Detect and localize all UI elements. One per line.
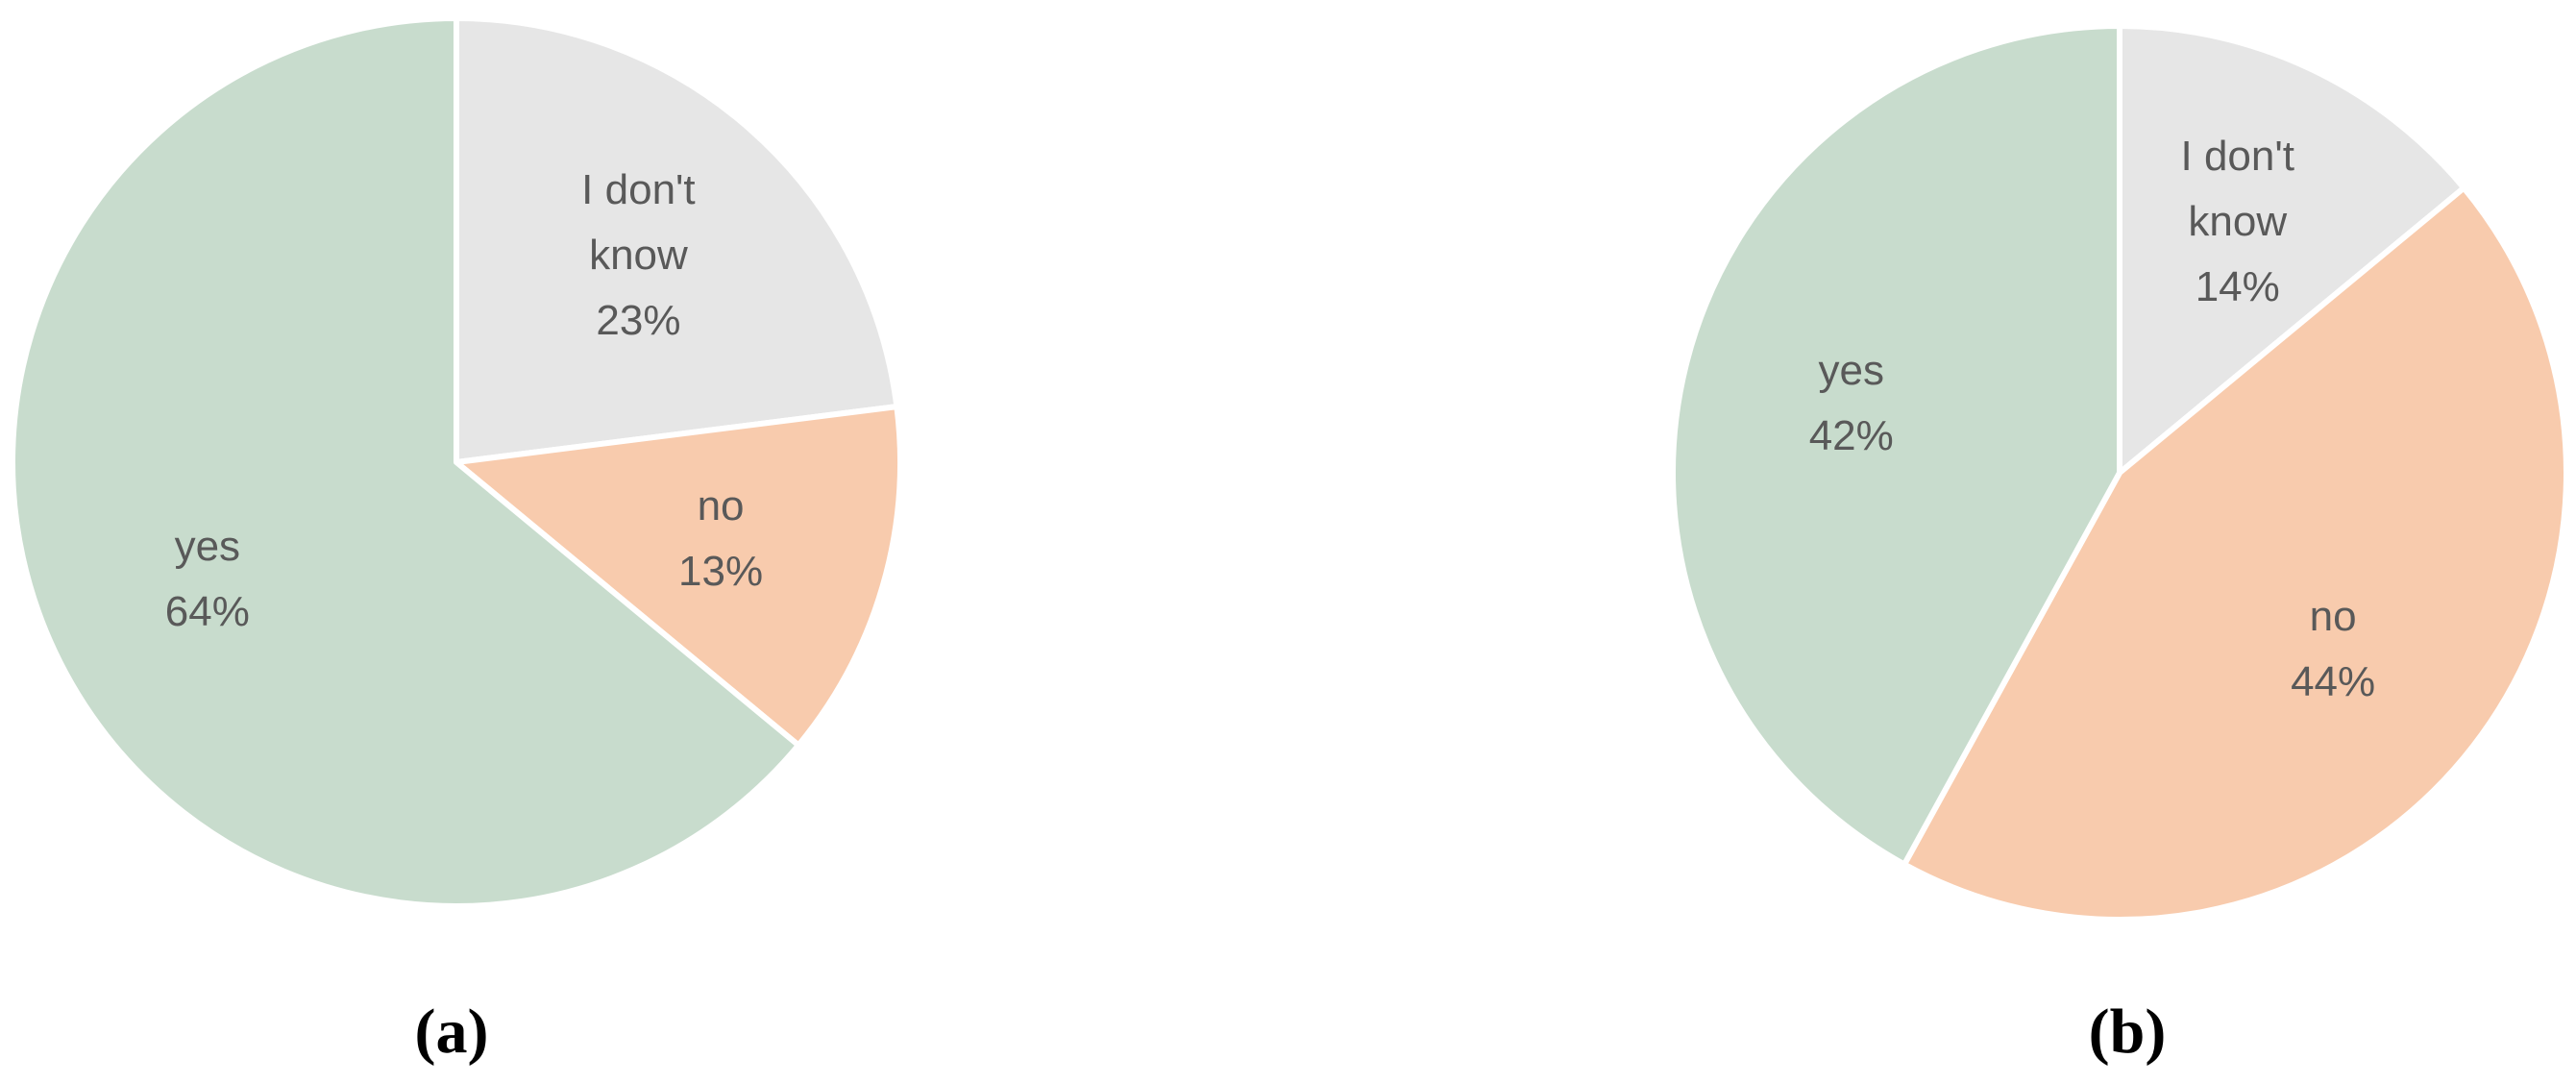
pie-slice [454, 15, 900, 465]
slice-label: no 44% [2237, 584, 2429, 715]
value-label: 23% [596, 297, 681, 345]
value-label: 14% [2195, 263, 2280, 311]
value-label: 44% [2291, 657, 2376, 705]
slice-label: I don't know 23% [542, 158, 734, 354]
category-label: no [2309, 592, 2357, 640]
slice-label: no 13% [625, 474, 817, 604]
slice-label: I don't know 14% [2142, 124, 2334, 320]
pie-slice [1669, 23, 2122, 868]
slice-label: yes 42% [1755, 338, 1948, 469]
category-label: I don't know [2180, 133, 2295, 246]
pie-slice [1901, 185, 2570, 923]
chart-caption: (a) [414, 997, 489, 1067]
chart-caption: (b) [2088, 997, 2167, 1067]
category-label: yes [1818, 347, 1884, 395]
pie-slice [10, 15, 801, 909]
slice-label: yes 64% [111, 514, 304, 645]
category-label: yes [174, 522, 241, 570]
value-label: 42% [1808, 412, 1894, 460]
pie-slice [2117, 23, 2467, 476]
category-label: no [697, 481, 745, 529]
value-label: 13% [678, 547, 764, 595]
pie-slice [454, 404, 903, 749]
value-label: 64% [164, 587, 250, 635]
category-label: I don't know [581, 166, 696, 280]
